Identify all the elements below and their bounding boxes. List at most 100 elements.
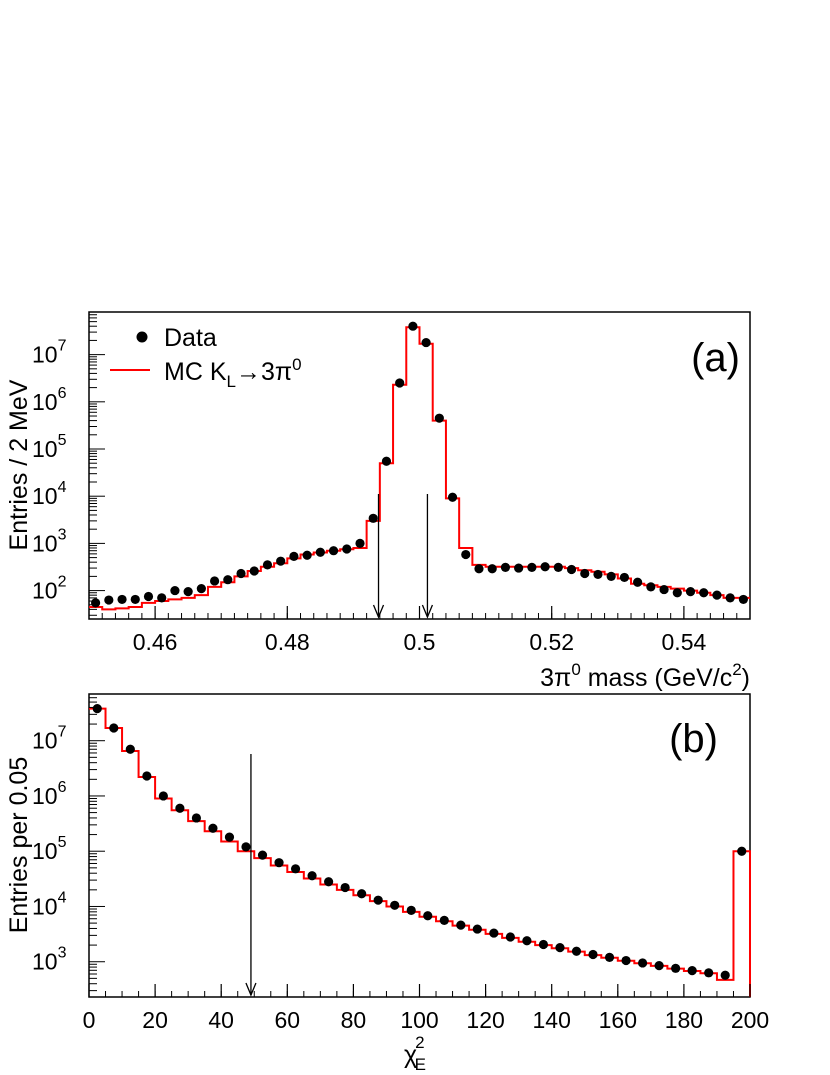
panel-a-data-point — [633, 577, 643, 587]
panel-b-data-point — [588, 949, 598, 960]
panel-a-y-tick-label: 105 — [32, 432, 67, 462]
legend: Data MC KL→3π0 — [110, 324, 302, 391]
panel-a-x-title-sup: 0 — [571, 660, 580, 679]
panel-a-data-point — [725, 593, 735, 603]
panel-a-x-tick-label: 0.5 — [404, 629, 436, 655]
panel-a-data-point — [514, 563, 524, 573]
panel-a-cut-arrow-head — [372, 604, 385, 619]
panel-b-x-tick-label: 80 — [341, 1007, 367, 1033]
legend-mc-main: MC K — [164, 358, 227, 386]
panel-b-data-point — [671, 963, 681, 973]
panel-a-data-point — [593, 569, 603, 580]
panel-b-x-tick-label: 40 — [208, 1007, 234, 1033]
panel-a-data-point — [196, 584, 206, 594]
panel-b-y-tick-label: 106 — [32, 779, 67, 809]
panel-b-data-point — [92, 704, 102, 714]
legend-data-label: Data — [164, 324, 217, 352]
panel-b-data-point — [472, 924, 482, 934]
panel-a-data-point — [659, 584, 669, 595]
panel-b-x-tick-label: 120 — [466, 1007, 504, 1033]
panel-a-data-point — [157, 593, 167, 603]
panel-a-data-point — [104, 595, 114, 605]
panel-a-data-point — [738, 594, 748, 605]
panel-b-data-point — [439, 915, 449, 925]
panel-a-data-point — [276, 556, 286, 566]
panel-b-data-points — [92, 704, 747, 980]
panel-b-data-point — [538, 939, 549, 950]
panel-b-y-tick-label: 104 — [32, 889, 67, 919]
legend-mc-sub: L — [227, 372, 236, 391]
panel-b-data-point — [737, 846, 747, 856]
panel-b-x-tick-label: 0 — [83, 1007, 96, 1033]
panel-b-x-tick-label: 160 — [599, 1007, 637, 1033]
legend-data-marker — [136, 331, 148, 343]
panel-a-y-tick-exp: 2 — [58, 574, 67, 591]
panel-b-y-tick-exp: 3 — [58, 945, 67, 962]
panel-b-y-axis-title: Entries per 0.05 — [5, 757, 33, 934]
panel-a-data-point — [368, 513, 378, 523]
panel-a-x-title-main: 3π — [540, 664, 571, 692]
panel-a-data-point — [474, 564, 484, 574]
panel-b-y-tick-exp: 6 — [58, 779, 67, 796]
panel-a-y-axis-title: Entries / 2 MeV — [5, 379, 33, 550]
panel-b-data-point — [125, 744, 135, 754]
panel-b-y-tick-label: 107 — [32, 724, 67, 754]
panel-b-x-tick-label: 140 — [533, 1007, 571, 1033]
panel-a-data-point — [500, 562, 511, 572]
panel-a-y-tick-label: 102 — [32, 574, 67, 604]
panel-b-y-tick-exp: 7 — [58, 724, 67, 741]
panel-b-data-point — [505, 932, 515, 942]
panel-a-data-point — [606, 571, 616, 581]
panel-a-y-tick-label: 103 — [32, 526, 67, 556]
panel-b-cut-arrow — [245, 754, 257, 997]
panel-a-data-point — [434, 413, 444, 423]
panel-b-y-tick-base: 10 — [32, 893, 58, 919]
panel-b-cut-arrow-head — [245, 982, 257, 997]
panel-b-data-point — [522, 936, 532, 946]
panel-b-y-tick-base: 10 — [32, 783, 58, 809]
panel-a-y-tick-base: 10 — [32, 436, 58, 462]
panel-b-data-point — [142, 771, 152, 781]
panel-a-data-point — [223, 575, 233, 585]
panel-a-data-point — [712, 590, 722, 600]
panel-b-mc-histogram-line — [89, 707, 751, 997]
panel-a-data-point — [130, 594, 140, 605]
panel-a-data-point — [315, 547, 325, 557]
panel-a-x-title-tail: mass (GeV/c — [581, 664, 732, 692]
panel-a-data-point — [302, 550, 312, 560]
panel-b-data-point — [208, 823, 218, 833]
panel-a-y-tick-label: 106 — [32, 385, 67, 415]
panel-a-data-point — [699, 588, 709, 598]
panel-a-data-point — [117, 594, 127, 605]
panel-b-data-point — [373, 895, 383, 905]
panel-b-y-tick-exp: 4 — [58, 889, 67, 906]
panel-a-x-title-sup2: 2 — [732, 660, 741, 679]
panel-a-y-tick-label: 107 — [32, 338, 67, 368]
panel-b-data-point — [158, 791, 168, 801]
panel-a-y-tick-base: 10 — [32, 578, 58, 604]
panel-b-x-title-sup: 2 — [415, 1033, 424, 1052]
panel-a-cut-arrows — [372, 494, 434, 619]
panel-a-x-ticks: 0.46 0.48 0.5 0.52 0.54 — [88, 606, 751, 655]
panel-b-y-tick-base: 10 — [32, 728, 58, 754]
panel-b-data-point — [257, 850, 268, 860]
panel-b-data-point — [307, 871, 317, 881]
panel-a-data-point — [342, 544, 352, 554]
panel-b-y-tick-base: 10 — [32, 949, 58, 975]
legend-mc-sup: 0 — [292, 355, 301, 374]
panel-b-data-point — [637, 958, 648, 968]
panel-a-data-point — [619, 572, 630, 583]
panel-a-data-point — [395, 378, 405, 388]
panel-b-data-point — [357, 889, 367, 899]
panel-a-data-point — [540, 562, 550, 572]
panel-b-data-point — [456, 920, 466, 930]
panel-b-x-axis-title: χ2 E — [404, 1033, 426, 1074]
panel-b-data-point — [175, 803, 185, 813]
panel-b-data-point — [241, 842, 251, 852]
panel-a-y-tick-exp: 5 — [58, 432, 67, 449]
panel-b-data-point — [290, 864, 301, 874]
panel-b-y-tick-base: 10 — [32, 838, 58, 864]
panel-b-data-point — [720, 970, 730, 980]
